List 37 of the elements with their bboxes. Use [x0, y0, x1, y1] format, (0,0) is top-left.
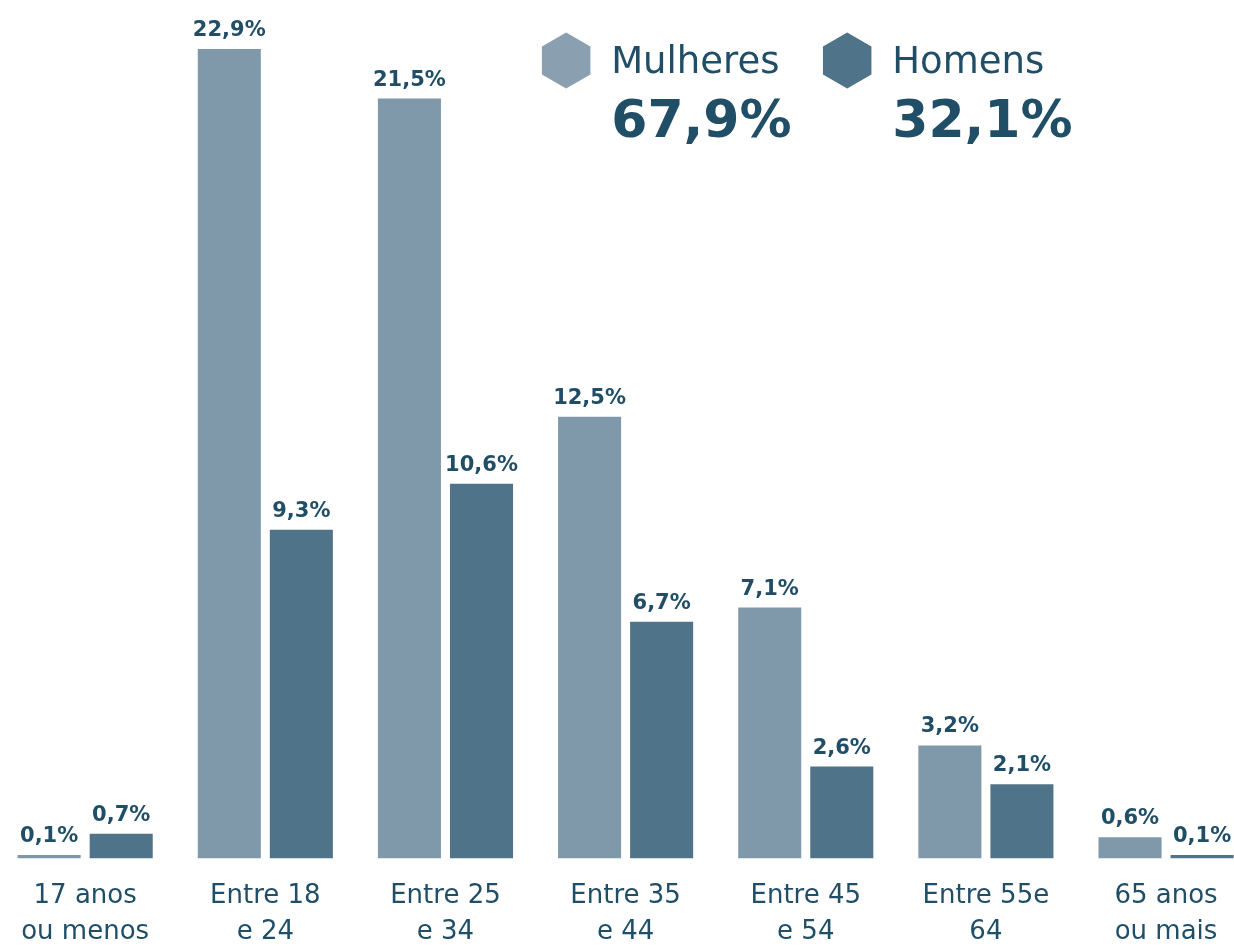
data-label: 0,7%	[92, 801, 151, 826]
bar	[810, 766, 874, 859]
bar	[89, 833, 153, 859]
annotation: 67,9%	[611, 88, 792, 149]
data-label: 0,1%	[20, 822, 79, 847]
data-label: 10,6%	[445, 451, 518, 476]
data-label: 22,9%	[192, 17, 266, 42]
bar	[449, 483, 514, 859]
legend-label: Homens	[892, 39, 1045, 83]
data-label: 6,7%	[632, 589, 691, 614]
bar	[990, 784, 1054, 859]
bar	[918, 745, 982, 859]
x-tick-label: Entre 18 e 24	[210, 878, 321, 945]
annotation: 32,1%	[892, 88, 1073, 149]
bar	[1098, 837, 1162, 859]
data-label: 21,5%	[373, 66, 446, 91]
data-label: 7,1%	[740, 575, 799, 600]
data-label: 9,3%	[272, 497, 331, 522]
data-label: 0,1%	[1172, 822, 1232, 847]
x-tick-label: 17 anos ou menos	[21, 878, 150, 945]
x-tick-label: Entre 35 e 44	[570, 878, 681, 945]
data-label: 3,2%	[920, 713, 979, 738]
x-tick-label: 65 anos ou mais	[1114, 878, 1218, 945]
x-tick-label: Entre 45 e 54	[750, 878, 862, 945]
data-label: 2,6%	[812, 734, 871, 759]
legend-label: Mulheres	[611, 39, 780, 83]
bar	[630, 621, 694, 859]
data-label: 2,1%	[992, 752, 1052, 777]
x-tick-label: Entre 25 e 34	[390, 878, 501, 945]
bar	[738, 607, 802, 859]
bar	[558, 416, 622, 859]
x-tick-label: Entre 55e 64	[922, 878, 1050, 945]
bar	[377, 98, 441, 859]
bar	[269, 529, 333, 859]
data-label: 12,5%	[553, 384, 627, 409]
data-label: 0,6%	[1100, 805, 1160, 830]
bar	[197, 49, 261, 859]
